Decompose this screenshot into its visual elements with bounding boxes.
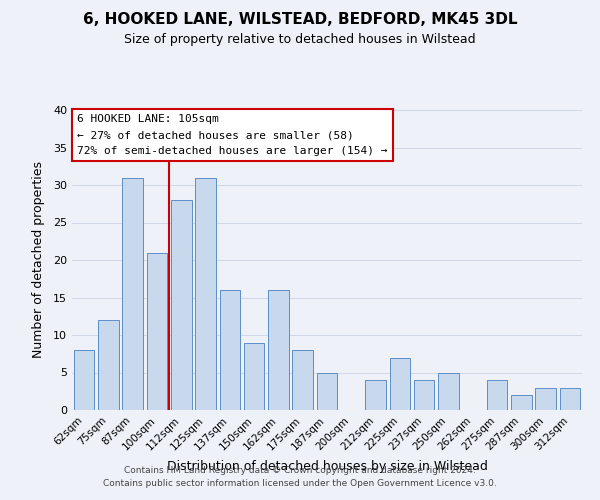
- Bar: [535, 388, 556, 410]
- Bar: [98, 320, 119, 410]
- X-axis label: Distribution of detached houses by size in Wilstead: Distribution of detached houses by size …: [167, 460, 487, 473]
- Bar: [268, 290, 289, 410]
- Bar: [244, 342, 265, 410]
- Bar: [414, 380, 434, 410]
- Text: Size of property relative to detached houses in Wilstead: Size of property relative to detached ho…: [124, 32, 476, 46]
- Bar: [195, 178, 216, 410]
- Text: 6 HOOKED LANE: 105sqm
← 27% of detached houses are smaller (58)
72% of semi-deta: 6 HOOKED LANE: 105sqm ← 27% of detached …: [77, 114, 388, 156]
- Bar: [122, 178, 143, 410]
- Text: Contains HM Land Registry data © Crown copyright and database right 2024.
Contai: Contains HM Land Registry data © Crown c…: [103, 466, 497, 487]
- Bar: [292, 350, 313, 410]
- Bar: [487, 380, 508, 410]
- Bar: [317, 372, 337, 410]
- Bar: [560, 388, 580, 410]
- Bar: [389, 358, 410, 410]
- Bar: [146, 252, 167, 410]
- Bar: [511, 395, 532, 410]
- Y-axis label: Number of detached properties: Number of detached properties: [32, 162, 44, 358]
- Bar: [220, 290, 240, 410]
- Bar: [74, 350, 94, 410]
- Text: 6, HOOKED LANE, WILSTEAD, BEDFORD, MK45 3DL: 6, HOOKED LANE, WILSTEAD, BEDFORD, MK45 …: [83, 12, 517, 28]
- Bar: [438, 372, 459, 410]
- Bar: [171, 200, 191, 410]
- Bar: [365, 380, 386, 410]
